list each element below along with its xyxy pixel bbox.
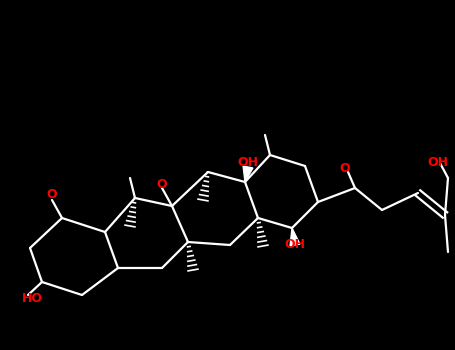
Text: OH: OH <box>238 155 258 168</box>
Text: O: O <box>340 161 350 175</box>
Text: HO: HO <box>22 292 43 304</box>
Text: O: O <box>157 178 167 191</box>
Text: O: O <box>47 189 57 202</box>
Text: OH: OH <box>428 155 449 168</box>
Polygon shape <box>243 166 253 182</box>
Text: OH: OH <box>284 238 305 252</box>
Polygon shape <box>290 228 300 246</box>
